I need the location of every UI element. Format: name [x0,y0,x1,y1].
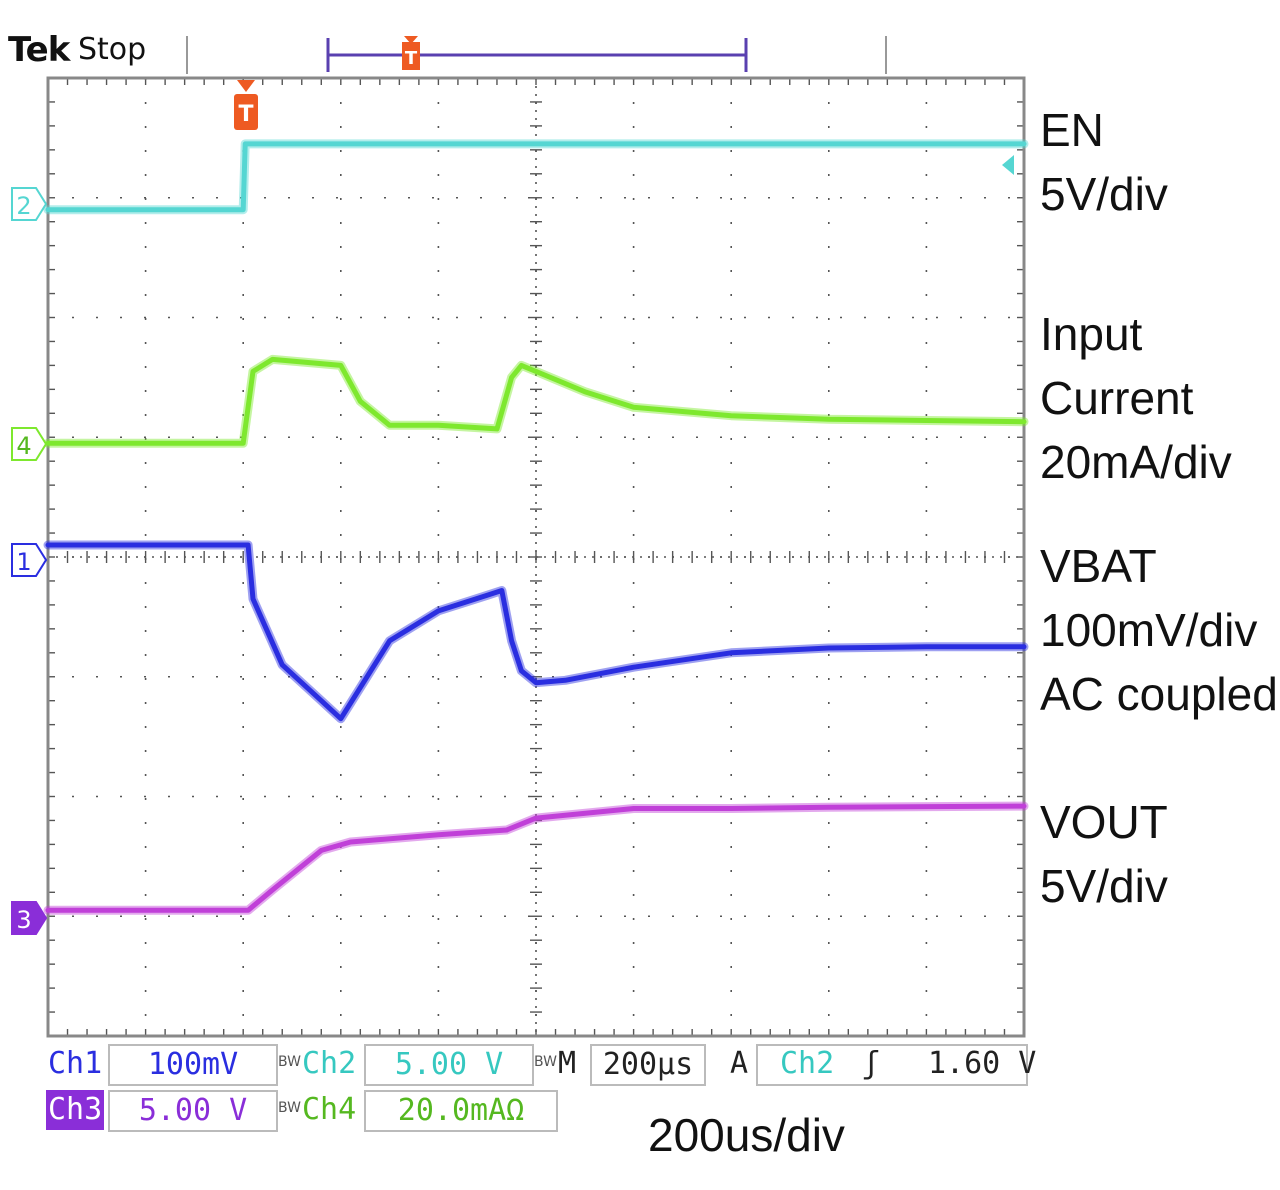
vbat-scale: 100mV/div [1040,604,1258,656]
ch3-scale-readout: 5.00 V [108,1090,278,1132]
ch4-marker-text: 4 [16,432,31,460]
vbat-name: VBAT [1040,540,1157,592]
en-name: EN [1040,104,1104,156]
ch4-scale-readout: 20.0mAΩ [364,1090,558,1132]
input-current-name-2: Current [1040,372,1194,424]
graticule-frame [46,76,1026,1038]
timebase-label: M [558,1046,577,1081]
brand-logo: Tek [8,30,70,70]
en-scale: 5V/div [1040,168,1168,220]
ch1-marker-text: 1 [16,548,31,576]
trigger-readout [756,1044,1028,1086]
input-current-label: Input Current 20mA/div [1040,302,1232,494]
vout-scale: 5V/div [1040,860,1168,912]
trace-en [45,141,1027,213]
ch3-bw-icon: BW [278,1100,301,1116]
timebase-readout: 200µs [590,1044,706,1086]
trace-vbat [45,542,1027,722]
ch1-marker: 1 [11,543,48,577]
ch2-readout-label: Ch2 [302,1046,357,1081]
ch1-readout-label: Ch1 [48,1046,103,1081]
ch4-readout-label: Ch4 [302,1092,357,1127]
trigger-slope-icon: ʃ [862,1046,881,1081]
input-current-name-1: Input [1040,308,1143,360]
record-trigger-letter: T [405,48,418,69]
vbat-label: VBAT 100mV/div AC coupled [1040,534,1278,726]
ch3-readout-label: Ch3 [46,1090,105,1130]
graticule [47,77,1025,1037]
ch2-bw-icon: BW [534,1054,557,1070]
header-divider [885,36,887,74]
record-trigger-icon: T [402,36,420,70]
ch3-marker: 3 [11,901,48,935]
ch2-scale-readout: 5.00 V [364,1044,534,1086]
trace-input-current [45,356,1027,446]
en-label: EN 5V/div [1040,98,1168,226]
vout-label: VOUT 5V/div [1040,790,1168,918]
timebase-caption: 200us/div [648,1109,845,1161]
record-view-bar: T [326,36,748,72]
trigger-position-icon: T [234,80,258,130]
trigger-level-arrow-icon [1002,155,1014,175]
header-divider [186,36,188,74]
trigger-position-letter: T [238,102,253,127]
ch4-marker: 4 [11,427,48,461]
ch1-scale-readout: 100mV [108,1044,278,1086]
trace-layer [43,139,1029,915]
ch3-marker-text: 3 [16,906,31,934]
input-current-scale: 20mA/div [1040,436,1232,488]
acquisition-status: Stop [78,32,147,67]
ch1-bw-icon: BW [278,1054,301,1070]
trigger-source: Ch2 [780,1046,835,1081]
vout-name: VOUT [1040,796,1168,848]
trace-vout [45,803,1027,913]
trigger-level: 1.60 V [928,1046,1037,1081]
trigger-label: A [730,1046,749,1081]
vbat-coupling: AC coupled [1040,668,1278,720]
ch2-marker: 2 [11,187,48,221]
ch2-marker-text: 2 [16,192,31,220]
